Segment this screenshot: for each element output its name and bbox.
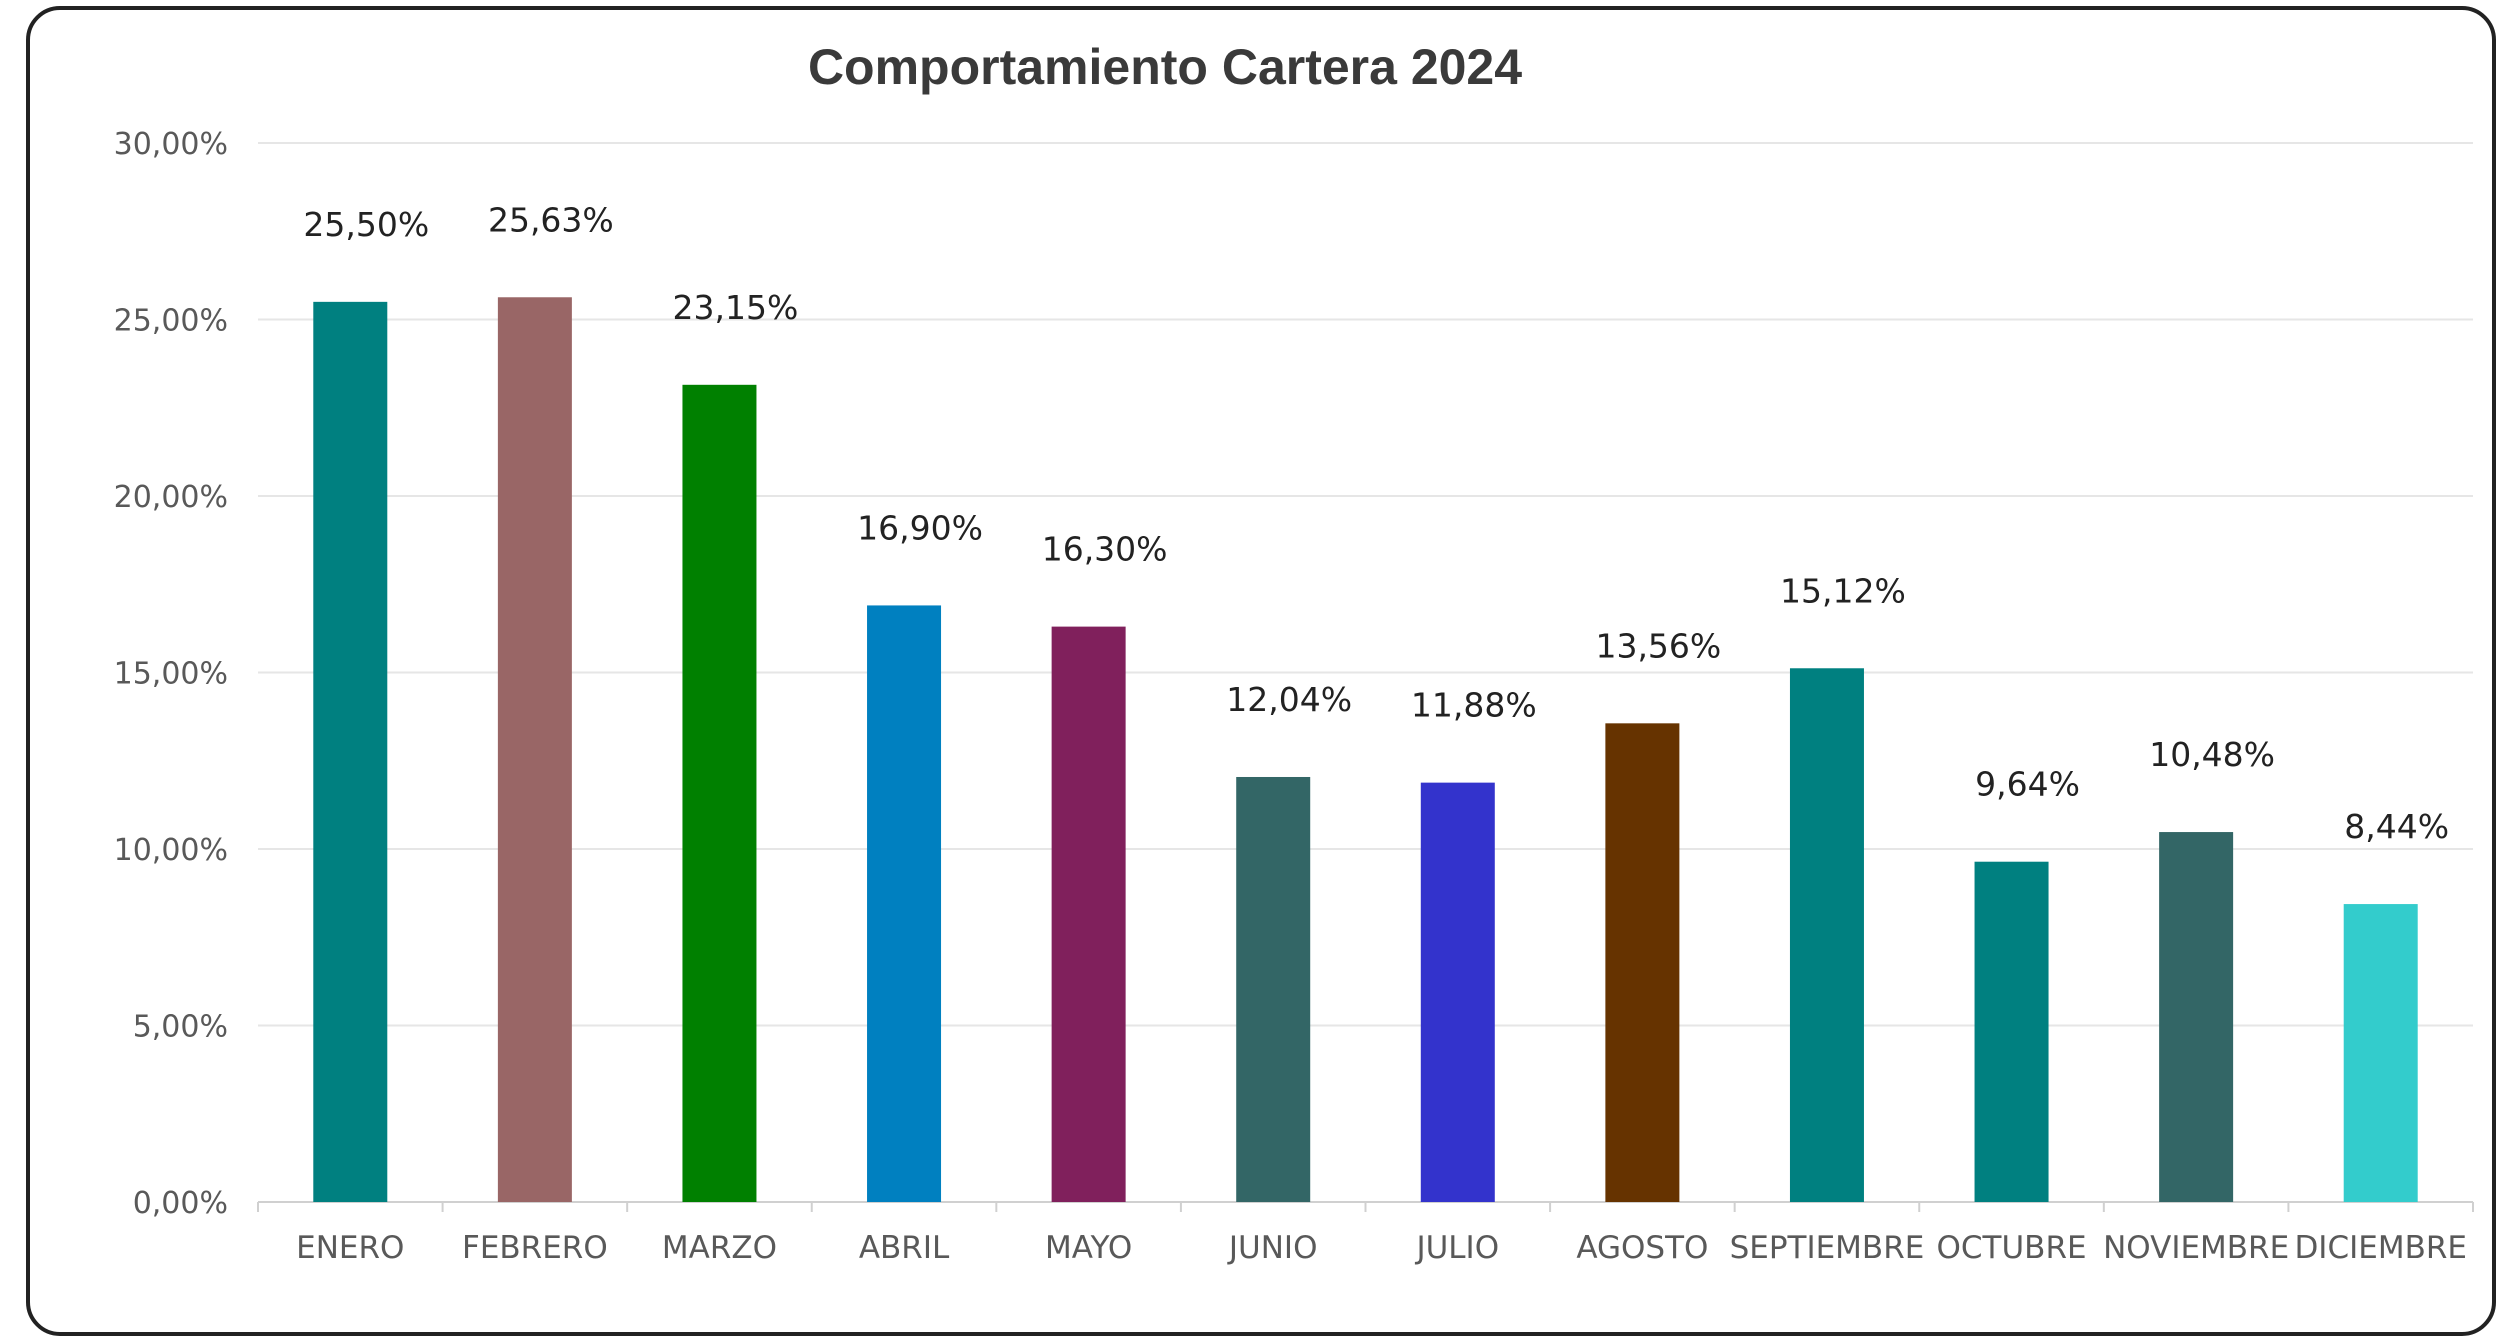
bar-marzo [682, 384, 757, 1202]
data-label: 13,56% [1595, 626, 1721, 665]
data-label: 16,90% [857, 508, 983, 547]
bar-abril [867, 605, 942, 1202]
bar-enero [313, 301, 388, 1203]
data-label: 10,48% [2149, 735, 2275, 774]
data-label: 23,15% [673, 288, 799, 327]
x-tick-label: AGOSTO [1576, 1230, 1708, 1266]
y-tick-label: 15,00% [114, 657, 228, 692]
x-axis-ticks: ENERO FEBRERO MARZO ABRIL MAYO JUNIO JULIO AGOS… [296, 1230, 2467, 1266]
x-tick-label: NOVIEMBRE [2103, 1230, 2289, 1266]
data-label: 15,12% [1780, 571, 1906, 610]
bar-noviembre [2159, 832, 2234, 1202]
y-tick-label: 30,00% [114, 127, 228, 162]
y-tick-label: 0,00% [133, 1186, 228, 1221]
y-axis-ticks: 0,00% 5,00% 10,00% 15,00% 20,00% 25,00% 30,00% [114, 127, 228, 1221]
bar-diciembre [2343, 904, 2418, 1202]
x-tick-label: MARZO [662, 1230, 777, 1266]
data-label: 25,50% [303, 205, 429, 244]
bar-febrero [497, 297, 572, 1202]
bars [313, 297, 2418, 1203]
bar-julio [1420, 782, 1495, 1202]
data-label: 9,64% [1975, 765, 2080, 804]
y-tick-label: 25,00% [114, 304, 228, 339]
x-tick-label: JULIO [1414, 1230, 1499, 1266]
data-label: 11,88% [1411, 686, 1537, 725]
y-tick-label: 20,00% [114, 480, 228, 515]
gridlines [257, 142, 2474, 1212]
bar-septiembre [1789, 668, 1864, 1202]
data-label: 16,30% [1042, 530, 1168, 569]
x-tick-label: FEBRERO [462, 1230, 608, 1266]
data-label: 25,63% [488, 200, 614, 239]
data-label: 12,04% [1226, 680, 1352, 719]
x-tick-label: SEPTIEMBRE [1730, 1230, 1925, 1266]
bar-junio [1236, 776, 1311, 1202]
y-tick-label: 5,00% [133, 1010, 228, 1045]
x-tick-label: ENERO [296, 1230, 404, 1266]
data-label: 8,44% [2344, 807, 2449, 846]
chart-title: Comportamiento Cartera 2024 [808, 39, 1522, 95]
x-tick-label: DICIEMBRE [2294, 1230, 2467, 1266]
x-tick-label: ABRIL [859, 1230, 950, 1266]
x-tick-label: JUNIO [1227, 1230, 1318, 1266]
x-tick-label: MAYO [1045, 1230, 1132, 1266]
bar-mayo [1051, 626, 1126, 1202]
data-labels: 25,50% 25,63% 23,15% 16,90% 16,30% 12,04% 11,8… [303, 200, 2449, 846]
x-tick-label: OCTUBRE [1937, 1230, 2087, 1266]
bar-agosto [1605, 723, 1680, 1202]
y-tick-label: 10,00% [114, 833, 228, 868]
bar-octubre [1974, 861, 2049, 1202]
